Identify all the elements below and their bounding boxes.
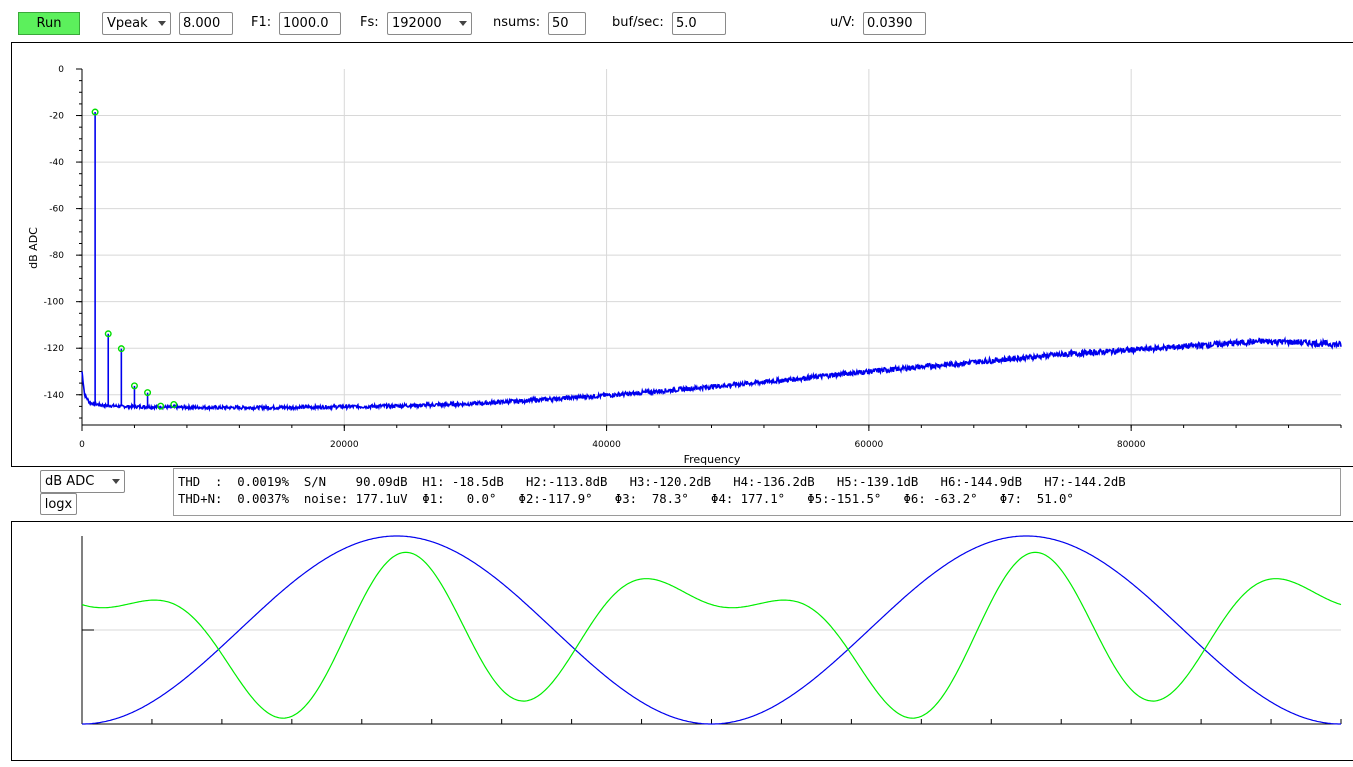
uv-input[interactable]: 0.0390 — [863, 12, 926, 35]
bufsec-label: buf/sec: — [612, 15, 664, 30]
spectrum-harmonic-marker — [104, 330, 112, 338]
bufsec-value-text: 5.0 — [676, 16, 697, 31]
spectrum-y-tick-label: 0 — [58, 65, 64, 75]
spectrum-ylabel: dB ADC — [27, 227, 40, 269]
stats-panel: THD : 0.0019% S/N 90.09dB H1: -18.5dB H2… — [173, 468, 1341, 516]
spectrum-ticks: 0 20000 40000 60000 80000 0 -20 -40 -60 -80 -100 -1… — [44, 65, 1342, 450]
spectrum-y-tick-label: -100 — [44, 298, 65, 308]
spectrum-plot[interactable]: 0 20000 40000 60000 80000 0 -20 -40 -60 -80 -100 -1… — [12, 43, 1353, 468]
uv-label: u/V: — [830, 15, 855, 30]
spectrum-xlabel: Frequency — [684, 453, 741, 466]
spectrum-y-tick-label: -120 — [44, 344, 65, 354]
spectrum-x-tick-label: 80000 — [1117, 440, 1146, 450]
spectrum-y-tick-label: -20 — [49, 112, 64, 122]
waveform-series-residual — [81, 551, 1342, 719]
spectrum-series-line — [81, 336, 1342, 413]
spectrum-harmonic-marker — [130, 382, 138, 390]
f1-value-text: 1000.0 — [283, 16, 329, 31]
uv-value-text: 0.0390 — [867, 16, 913, 31]
spectrum-harmonic-marker — [117, 345, 125, 353]
nsums-label: nsums: — [493, 15, 541, 30]
spectrum-harmonics — [91, 108, 178, 410]
mode-value-text: 8.000 — [183, 16, 221, 31]
spectrum-harmonic-marker — [170, 401, 178, 409]
mode-value-input[interactable]: 8.000 — [179, 12, 233, 35]
spectrum-harmonic-marker — [157, 402, 165, 410]
f1-input[interactable]: 1000.0 — [279, 12, 341, 35]
spectrum-harmonic-marker — [144, 389, 152, 397]
waveform-panel — [11, 521, 1353, 761]
spectrum-axes — [81, 69, 1341, 426]
chevron-down-icon — [112, 479, 120, 484]
spectrum-y-tick-label: -60 — [49, 205, 64, 215]
spectrum-y-tick-label: -40 — [49, 158, 64, 168]
spectrum-y-tick-label: -140 — [44, 391, 65, 401]
waveform-plot[interactable] — [12, 522, 1353, 762]
fs-label: Fs: — [360, 15, 379, 30]
nsums-value-text: 50 — [552, 16, 569, 31]
run-button[interactable]: Run — [18, 12, 80, 35]
chevron-down-icon — [158, 21, 166, 26]
spectrum-x-tick-label: 40000 — [592, 440, 621, 450]
logx-button[interactable]: logx — [40, 493, 77, 515]
fs-select[interactable]: 192000 — [387, 12, 472, 35]
scale-select[interactable]: dB ADC — [40, 470, 125, 493]
spectrum-x-tick-label: 20000 — [330, 440, 359, 450]
fs-select-value: 192000 — [392, 16, 442, 31]
bufsec-input[interactable]: 5.0 — [672, 12, 726, 35]
mode-select-value: Vpeak — [107, 16, 148, 31]
stats-line-2: THD+N: 0.0037% noise: 177.1uV Φ1: 0.0° Φ… — [178, 492, 1074, 506]
chevron-down-icon — [459, 21, 467, 26]
scale-select-value: dB ADC — [45, 474, 95, 489]
mode-select[interactable]: Vpeak — [102, 12, 171, 35]
f1-label: F1: — [251, 15, 272, 30]
spectrum-harmonic-marker — [91, 108, 99, 116]
stats-line-1: THD : 0.0019% S/N 90.09dB H1: -18.5dB H2… — [178, 475, 1126, 489]
spectrum-grid — [82, 69, 1341, 425]
spectrum-y-tick-label: -80 — [49, 251, 64, 261]
spectrum-x-tick-label: 60000 — [855, 440, 884, 450]
nsums-input[interactable]: 50 — [548, 12, 586, 35]
waveform-series-fundamental — [82, 535, 1341, 725]
spectrum-x-tick-label: 0 — [79, 440, 85, 450]
spectrum-panel: 0 20000 40000 60000 80000 0 -20 -40 -60 -80 -100 -1… — [11, 42, 1353, 467]
